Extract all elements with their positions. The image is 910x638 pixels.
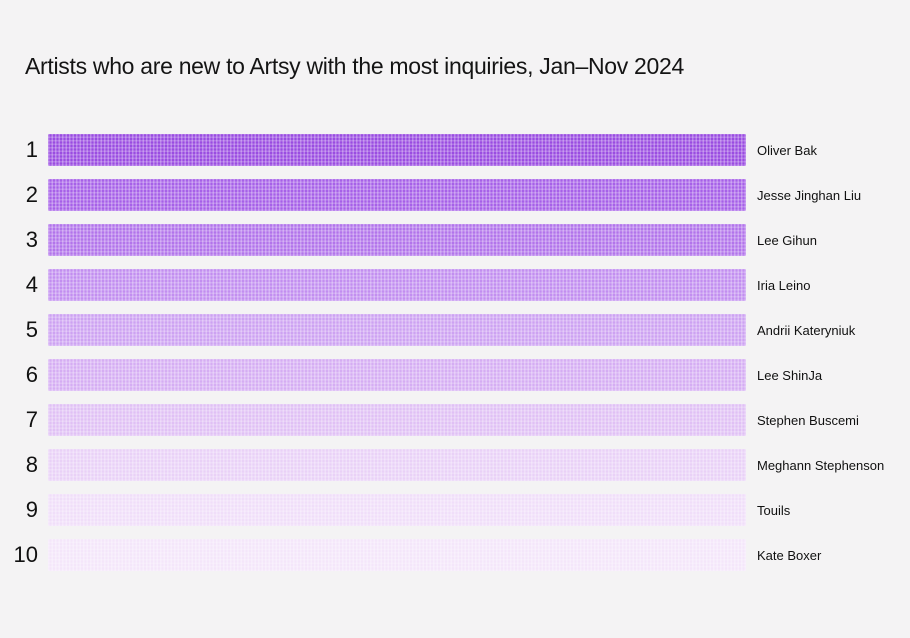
rank-label: 7 — [25, 407, 38, 432]
rank-label: 6 — [25, 362, 38, 387]
artist-name-label: Stephen Buscemi — [757, 412, 859, 428]
chart-row: 4 Iria Leino — [0, 269, 910, 301]
rank-label: 8 — [25, 452, 38, 477]
artist-name-label: Oliver Bak — [757, 142, 817, 158]
inquiry-bar — [48, 449, 746, 481]
rank-label: 9 — [25, 497, 38, 522]
chart-row: 2 Jesse Jinghan Liu — [0, 179, 910, 211]
inquiry-bar — [48, 224, 746, 256]
artist-name-label: Andrii Kateryniuk — [757, 322, 856, 338]
artist-name-label: Lee Gihun — [757, 232, 817, 248]
ranked-bar-chart: 1 Oliver Bak 2 Jesse Jinghan Liu 3 Lee G… — [0, 134, 910, 584]
inquiry-bar — [48, 494, 746, 526]
rank-label: 1 — [25, 137, 38, 162]
chart-row: 8 Meghann Stephenson — [0, 449, 910, 481]
rank-label: 5 — [25, 317, 38, 342]
inquiry-bar — [48, 314, 746, 346]
artist-name-label: Lee ShinJa — [757, 367, 823, 383]
chart-row: 7 Stephen Buscemi — [0, 404, 910, 436]
chart-row: 1 Oliver Bak — [0, 134, 910, 166]
inquiry-bar — [48, 269, 746, 301]
inquiry-bar — [48, 134, 746, 166]
inquiry-bar — [48, 179, 746, 211]
rank-label: 2 — [25, 182, 38, 207]
chart-row: 9 Touils — [0, 494, 910, 526]
artist-name-label: Touils — [757, 502, 791, 518]
chart-row: 3 Lee Gihun — [0, 224, 910, 256]
rank-label: 3 — [25, 227, 38, 252]
inquiry-bar — [48, 359, 746, 391]
artist-name-label: Jesse Jinghan Liu — [757, 187, 862, 203]
chart-row: 6 Lee ShinJa — [0, 359, 910, 391]
inquiry-bar — [48, 404, 746, 436]
artist-name-label: Meghann Stephenson — [757, 457, 885, 473]
chart-title: Artists who are new to Artsy with the mo… — [25, 53, 685, 79]
rank-label: 4 — [25, 272, 38, 297]
chart-row: 5 Andrii Kateryniuk — [0, 314, 910, 346]
rank-label: 10 — [13, 542, 38, 567]
artist-name-label: Iria Leino — [757, 277, 811, 293]
artist-name-label: Kate Boxer — [757, 547, 822, 563]
chart-row: 10 Kate Boxer — [0, 539, 910, 571]
inquiry-bar — [48, 539, 746, 571]
